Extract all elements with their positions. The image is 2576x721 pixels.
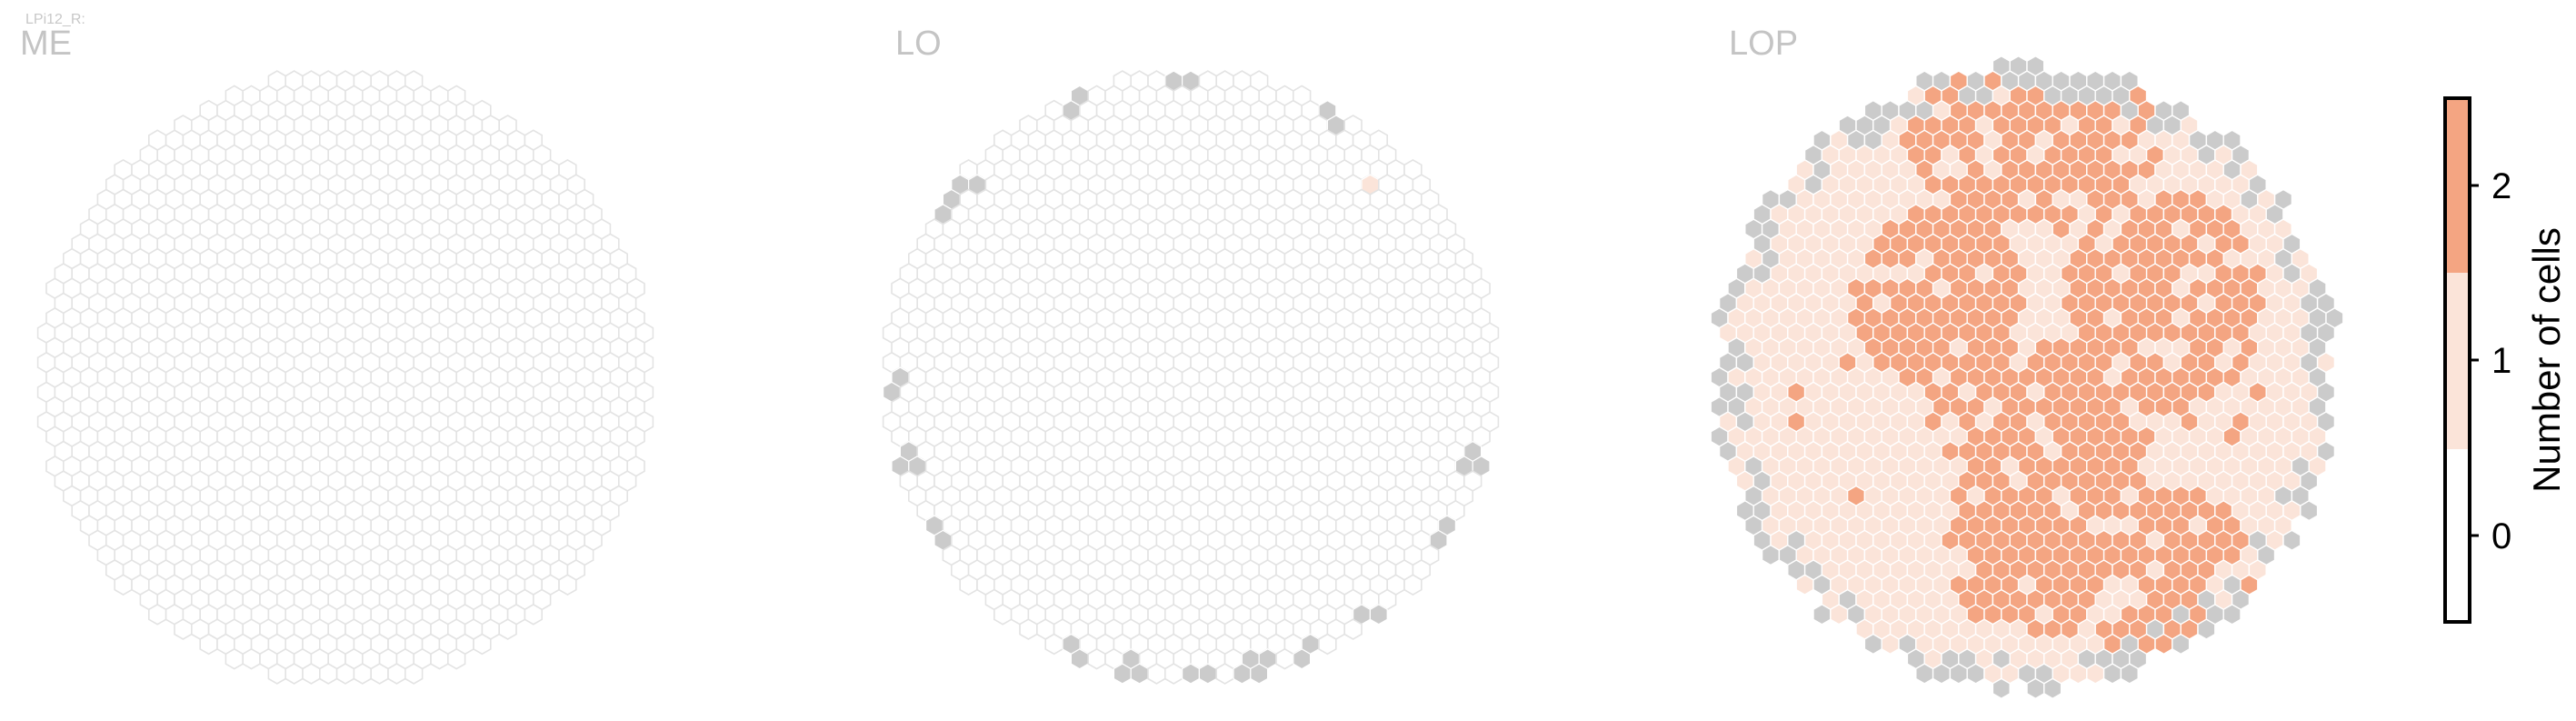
hex-cell — [2086, 663, 2105, 685]
hex-cell — [370, 663, 389, 685]
colorbar-tick-label-2: 2 — [2491, 166, 2511, 206]
hex-cell — [2273, 544, 2293, 566]
colorbar-band-0 — [2445, 449, 2470, 622]
hex-cell — [2120, 663, 2139, 685]
panel-label-lo: LO — [895, 25, 942, 63]
colorbar-tick-label-1: 1 — [2491, 341, 2511, 381]
colorbar-band-1 — [2445, 273, 2470, 449]
hex-cell — [959, 574, 978, 596]
hex-cell — [1403, 574, 1423, 596]
hex-cell — [2222, 604, 2242, 626]
hex-cell — [2043, 677, 2062, 700]
hex-cell — [1130, 663, 1149, 685]
hex-cell — [1343, 618, 1363, 640]
hex-cell — [1915, 663, 1934, 685]
hex-cell — [1838, 618, 1857, 640]
hex-cell — [1761, 544, 1781, 566]
hex-cell — [2026, 677, 2045, 700]
hex-cell — [302, 663, 321, 685]
hex-cell — [285, 663, 304, 685]
hex-cell — [1181, 663, 1201, 685]
small-top-label: LPi12_R: — [25, 12, 85, 27]
hex-cell — [1250, 663, 1269, 685]
hex-cell — [2145, 647, 2165, 670]
hex-cell — [1087, 647, 1106, 670]
hex-cell — [993, 603, 1013, 626]
hex-cell — [148, 603, 167, 626]
hex-cell — [1233, 663, 1252, 685]
hex-cell — [1070, 648, 1089, 670]
hex-cell — [1812, 604, 1832, 626]
hexmap-panel-me — [36, 70, 654, 685]
hex-cell — [524, 603, 544, 626]
hex-cell — [318, 663, 338, 685]
panel-label-me: ME — [20, 25, 72, 63]
colorbar-tick-label-0: 0 — [2491, 516, 2511, 556]
hex-cell — [1369, 604, 1388, 626]
hex-cell — [1318, 633, 1337, 656]
hex-cell — [242, 647, 261, 670]
hexmap-panel-lop — [1710, 55, 2344, 700]
hex-cell — [404, 663, 424, 685]
hex-cell — [1215, 663, 1234, 685]
colorbar: 2 1 0 Number of cells — [2443, 96, 2568, 624]
hex-cell — [1932, 663, 1952, 685]
hex-cell — [1992, 677, 2011, 700]
hex-cell — [430, 647, 449, 670]
hex-cell — [1147, 663, 1166, 685]
hex-cell — [335, 663, 355, 685]
hex-cell — [225, 647, 245, 670]
hex-cell — [1198, 663, 1217, 685]
hex-cell — [1293, 648, 1312, 670]
hex-cell — [446, 647, 466, 670]
colorbar-title: Number of cells — [2525, 227, 2568, 493]
hex-cell — [114, 574, 133, 596]
hex-cell — [387, 663, 406, 685]
hex-cell — [1113, 663, 1132, 685]
hex-cell — [2009, 677, 2028, 700]
hex-cell — [1863, 633, 1882, 656]
hex-cell — [2172, 633, 2191, 656]
hex-cell — [2069, 663, 2088, 685]
colorbar-band-2 — [2445, 98, 2470, 273]
hex-cell — [473, 633, 492, 656]
hex-cell — [1164, 663, 1183, 685]
hex-cell — [1966, 663, 1985, 685]
hex-cell — [1019, 618, 1038, 640]
hex-cell — [199, 633, 218, 656]
hex-cell — [1275, 647, 1294, 670]
hex-cell — [267, 663, 287, 685]
hex-cell — [498, 618, 517, 640]
panel-label-lop: LOP — [1729, 25, 1798, 63]
hex-cell — [2102, 663, 2122, 685]
hex-cell — [1949, 663, 1968, 685]
hex-cell — [174, 618, 193, 640]
hex-cell — [558, 574, 577, 596]
hex-cell — [353, 663, 373, 685]
hex-cell — [2197, 618, 2216, 640]
hex-cell — [1889, 647, 1909, 670]
hexmap-panel-lo — [882, 70, 1500, 685]
hex-cell — [1044, 633, 1063, 656]
